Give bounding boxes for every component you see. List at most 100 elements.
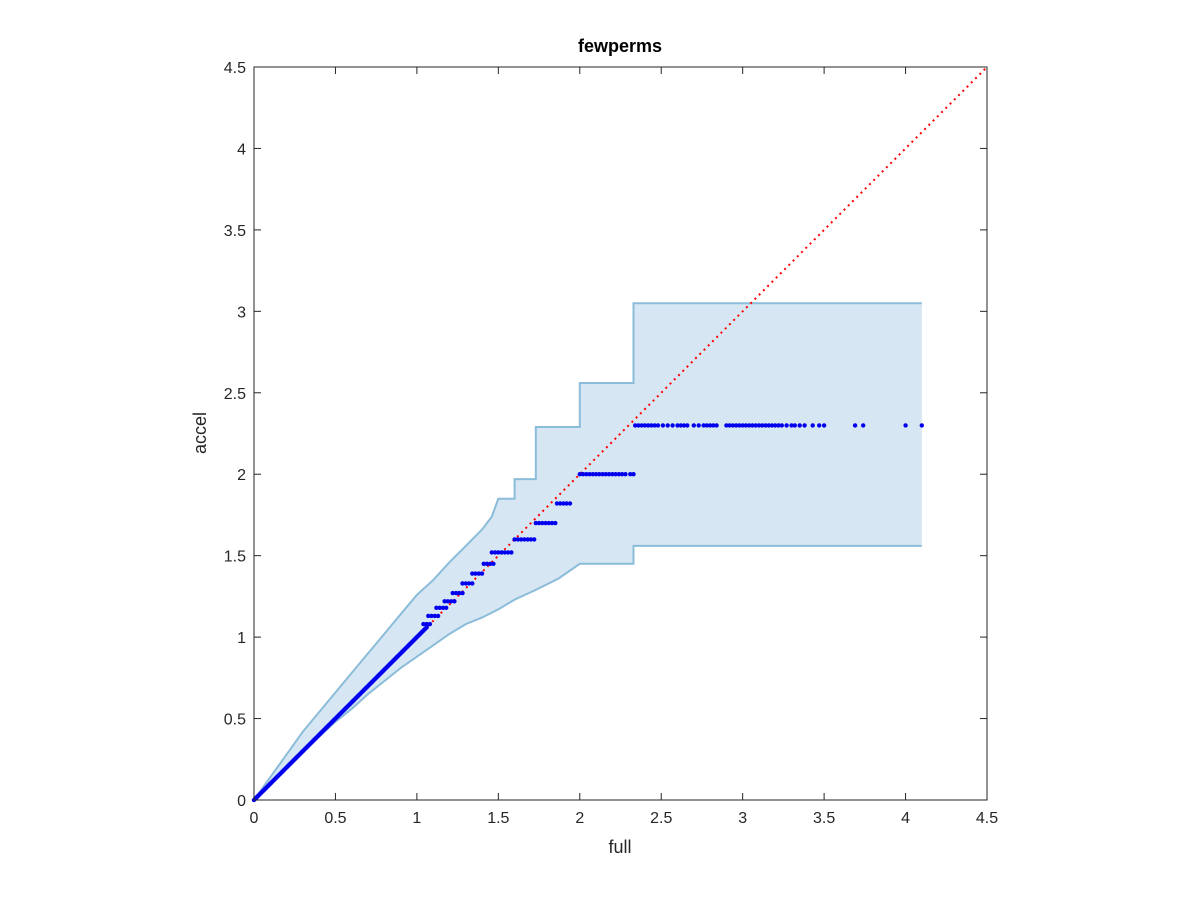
data-point — [817, 423, 822, 428]
data-point — [549, 520, 555, 526]
data-point — [484, 561, 490, 566]
y-tick-label: 1.5 — [224, 549, 246, 566]
data-point — [580, 472, 586, 477]
data-point — [505, 550, 511, 555]
data-point — [424, 625, 429, 630]
data-point — [554, 501, 560, 506]
data-point — [427, 621, 433, 627]
data-point — [670, 423, 675, 428]
data-point — [610, 472, 615, 477]
data-point — [701, 423, 706, 428]
data-point — [852, 423, 858, 428]
data-point — [773, 423, 778, 428]
data-point — [558, 501, 563, 506]
data-point — [525, 537, 530, 542]
data-point — [919, 423, 924, 428]
data-point — [499, 550, 504, 555]
data-point — [424, 621, 429, 627]
data-point — [861, 423, 866, 428]
y-tick-label: 2 — [237, 467, 246, 484]
data-point — [802, 423, 807, 428]
data-point — [445, 599, 450, 604]
data-point — [512, 537, 517, 542]
data-point — [492, 550, 498, 555]
x-tick-label: 2.5 — [650, 810, 672, 827]
data-point — [646, 423, 651, 428]
y-tick-label: 1 — [237, 630, 246, 647]
data-point — [463, 581, 468, 586]
data-point — [481, 561, 486, 566]
data-point — [696, 423, 701, 428]
data-point — [587, 472, 592, 477]
data-point — [435, 613, 441, 619]
x-tick-label: 0 — [250, 810, 259, 827]
y-tick-label: 4 — [237, 141, 246, 158]
data-point — [606, 472, 612, 477]
data-point — [460, 590, 465, 596]
data-point — [727, 423, 732, 428]
data-point — [714, 423, 719, 428]
data-point — [652, 423, 657, 428]
data-point — [756, 423, 762, 428]
y-axis-ticks: 0 0.5 1 1.5 2 2.5 3 3.5 4 4.5 — [224, 60, 987, 810]
data-point — [631, 472, 636, 477]
data-point — [488, 561, 493, 566]
plot-area — [251, 66, 988, 803]
data-point — [460, 581, 465, 586]
data-point — [707, 423, 713, 428]
data-point — [473, 571, 478, 576]
data-point — [792, 423, 797, 428]
data-point — [590, 472, 595, 477]
data-point — [789, 423, 794, 428]
data-point — [628, 472, 633, 477]
data-point — [426, 613, 431, 619]
data-point — [546, 520, 551, 526]
data-point — [518, 537, 524, 542]
data-point — [685, 423, 690, 428]
y-tick-label: 3 — [237, 304, 246, 321]
data-point — [577, 472, 582, 477]
data-point — [437, 605, 442, 610]
data-point — [553, 520, 558, 526]
data-point — [515, 537, 521, 542]
data-point — [639, 423, 644, 428]
data-point — [636, 423, 641, 428]
data-point — [797, 423, 802, 428]
data-point — [678, 423, 683, 428]
data-point — [532, 537, 537, 542]
chart-title: fewperms — [578, 36, 662, 56]
data-point — [421, 621, 426, 627]
y-tick-label: 2.5 — [224, 386, 246, 403]
data-point — [593, 472, 599, 477]
data-point — [466, 581, 472, 586]
data-point — [450, 590, 455, 596]
y-tick-label: 0 — [237, 793, 246, 810]
data-point — [496, 550, 501, 555]
data-point — [453, 590, 459, 596]
data-point — [769, 423, 775, 428]
data-point — [779, 423, 784, 428]
x-tick-label: 1 — [412, 810, 421, 827]
data-point — [655, 423, 661, 428]
data-point — [763, 423, 768, 428]
data-point — [540, 520, 545, 526]
data-point — [784, 423, 789, 428]
y-tick-label: 0.5 — [224, 712, 246, 729]
data-points — [251, 423, 924, 803]
data-point — [711, 423, 716, 428]
data-point — [681, 423, 687, 428]
data-point — [440, 605, 446, 610]
data-point — [616, 472, 622, 477]
data-point — [528, 537, 534, 542]
data-point — [533, 520, 538, 526]
data-point — [724, 423, 729, 428]
x-tick-label: 4 — [901, 810, 910, 827]
x-axis-ticks: 0 0.5 1 1.5 2 2.5 3 3.5 4 4.5 — [250, 67, 998, 827]
data-point — [660, 423, 666, 428]
data-point — [561, 501, 566, 506]
data-point — [434, 605, 439, 610]
x-tick-label: 3 — [738, 810, 747, 827]
data-point — [740, 423, 745, 428]
x-tick-label: 1.5 — [487, 810, 509, 827]
data-point — [649, 423, 654, 428]
